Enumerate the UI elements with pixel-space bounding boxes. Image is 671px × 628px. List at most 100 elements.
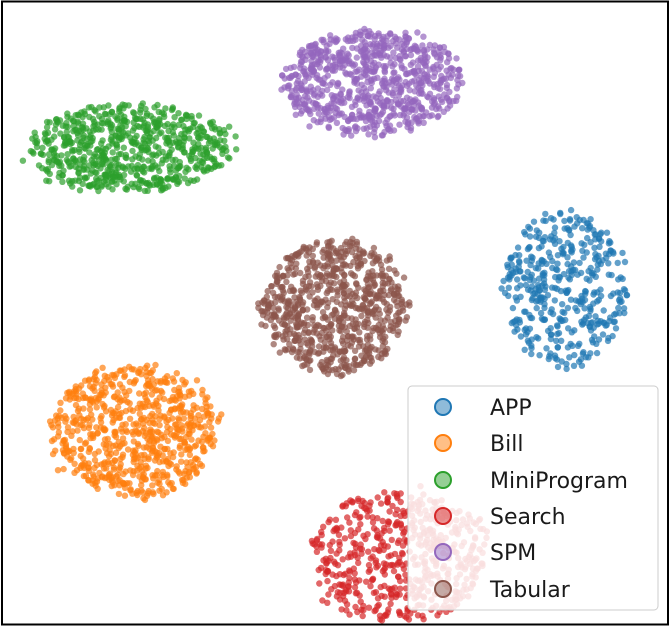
point-app: [547, 350, 554, 357]
point-tabular: [272, 299, 279, 306]
point-tabular: [264, 309, 271, 316]
point-tabular: [292, 265, 300, 272]
point-app: [547, 325, 554, 332]
point-bill: [157, 377, 164, 385]
point-app: [570, 362, 578, 369]
point-tabular: [393, 270, 400, 277]
point-app: [525, 244, 533, 251]
point-miniprogram: [39, 151, 47, 158]
point-spm: [440, 108, 447, 116]
point-tabular: [303, 252, 310, 259]
point-miniprogram: [120, 171, 128, 179]
point-miniprogram: [43, 118, 51, 126]
point-spm: [367, 98, 374, 106]
point-app: [621, 258, 629, 266]
point-tabular: [330, 280, 338, 287]
point-bill: [187, 459, 194, 466]
point-miniprogram: [174, 180, 181, 187]
point-miniprogram: [157, 175, 164, 183]
point-bill: [71, 469, 78, 476]
point-spm: [411, 88, 418, 95]
point-app: [512, 294, 519, 301]
point-spm: [337, 91, 344, 98]
point-bill: [80, 405, 87, 412]
point-miniprogram: [115, 171, 123, 178]
point-miniprogram: [130, 109, 137, 116]
point-search: [347, 527, 354, 534]
point-bill: [149, 375, 156, 383]
point-tabular: [275, 317, 283, 324]
point-miniprogram: [162, 105, 169, 112]
point-bill: [134, 440, 142, 448]
point-bill: [195, 437, 202, 444]
point-app: [517, 282, 524, 289]
point-spm: [454, 93, 461, 101]
point-spm: [392, 96, 399, 104]
point-search: [359, 612, 366, 620]
point-spm: [373, 122, 381, 129]
point-tabular: [376, 333, 384, 341]
point-app: [537, 309, 545, 317]
point-tabular: [338, 257, 345, 264]
point-bill: [149, 472, 156, 479]
point-search: [387, 590, 395, 598]
point-bill: [102, 445, 109, 452]
point-miniprogram: [19, 157, 27, 164]
point-miniprogram: [54, 118, 61, 125]
point-tabular: [347, 302, 354, 309]
point-tabular: [313, 330, 320, 337]
point-spm: [381, 64, 389, 72]
point-tabular: [356, 339, 364, 346]
point-app: [593, 254, 600, 261]
point-miniprogram: [98, 115, 106, 123]
point-tabular: [351, 273, 359, 280]
point-bill: [193, 377, 201, 384]
point-bill: [100, 404, 108, 411]
point-search: [344, 514, 351, 521]
point-search: [383, 612, 390, 619]
point-miniprogram: [90, 123, 97, 130]
point-bill: [170, 378, 178, 385]
point-spm: [420, 33, 427, 40]
point-miniprogram: [90, 162, 97, 169]
point-miniprogram: [56, 162, 63, 170]
point-bill: [138, 477, 146, 484]
point-miniprogram: [71, 177, 79, 184]
point-tabular: [281, 346, 288, 353]
point-spm: [417, 54, 424, 62]
point-miniprogram: [156, 167, 163, 175]
point-app: [587, 264, 594, 272]
point-app: [549, 257, 556, 265]
point-miniprogram: [150, 175, 158, 183]
point-tabular: [380, 272, 387, 280]
point-tabular: [284, 265, 291, 272]
point-spm: [367, 85, 374, 92]
point-tabular: [332, 307, 339, 314]
point-tabular: [385, 265, 393, 272]
point-app: [620, 286, 628, 293]
point-tabular: [255, 304, 262, 311]
point-search: [398, 549, 406, 557]
point-bill: [153, 436, 160, 443]
point-search: [336, 596, 344, 603]
point-app: [524, 286, 532, 293]
point-miniprogram: [45, 151, 53, 158]
point-miniprogram: [64, 158, 72, 165]
point-app: [615, 304, 622, 312]
point-tabular: [299, 362, 306, 370]
point-bill: [124, 446, 132, 453]
point-spm: [385, 44, 392, 51]
point-bill: [136, 390, 143, 397]
point-miniprogram: [146, 182, 154, 189]
point-bill: [178, 476, 186, 484]
legend-marker-bill: [434, 434, 452, 452]
point-app: [551, 224, 559, 231]
point-tabular: [264, 287, 271, 295]
point-bill: [54, 467, 62, 474]
point-miniprogram: [112, 166, 119, 174]
point-miniprogram: [77, 156, 84, 163]
point-search: [339, 582, 347, 590]
point-app: [505, 284, 512, 291]
point-bill: [79, 394, 87, 402]
point-app: [535, 335, 542, 342]
